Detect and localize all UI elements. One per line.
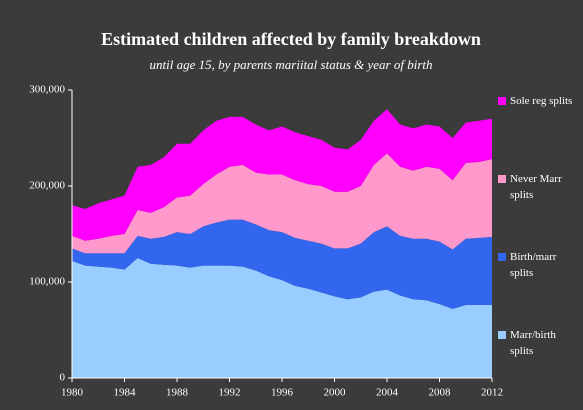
y-tick-label: 0 <box>60 372 66 384</box>
legend-swatch <box>498 97 506 105</box>
legend-label: Marr/birth splits <box>510 329 556 357</box>
legend-label-box: Sole reg splits <box>510 95 573 107</box>
x-tick-label: 1984 <box>114 387 137 399</box>
legend-swatch <box>498 331 506 339</box>
x-tick-label: 1996 <box>271 387 294 399</box>
legend-swatch <box>498 253 506 261</box>
x-tick-label: 2012 <box>481 387 503 399</box>
y-tick-label: 200,000 <box>29 180 65 192</box>
x-tick-label: 2000 <box>324 387 347 399</box>
y-tick-label: 300,000 <box>29 84 65 96</box>
legend-swatch <box>498 175 506 183</box>
x-tick-label: 2004 <box>376 387 399 399</box>
x-tick-label: 1992 <box>219 387 241 399</box>
area <box>72 153 492 254</box>
area <box>72 219 492 309</box>
area <box>72 258 492 378</box>
x-tick-label: 1980 <box>61 387 84 399</box>
chart-title: Estimated children affected by family br… <box>101 29 481 49</box>
legend-label: Birth/marr splits <box>510 251 557 279</box>
legend-label-box: Birth/marr splits <box>510 251 557 279</box>
legend-label: Sole reg splits <box>510 95 573 107</box>
legend-label-box: Never Marr splits <box>510 173 562 201</box>
chart-subtitle: until age 15, by parents mariital status… <box>150 57 433 72</box>
legend-label-box: Marr/birth splits <box>510 329 556 357</box>
y-tick-label: 100,000 <box>29 276 65 288</box>
x-tick-label: 2008 <box>429 387 452 399</box>
x-tick-label: 1988 <box>166 387 189 399</box>
legend-label: Never Marr splits <box>510 173 562 201</box>
area <box>72 109 492 241</box>
